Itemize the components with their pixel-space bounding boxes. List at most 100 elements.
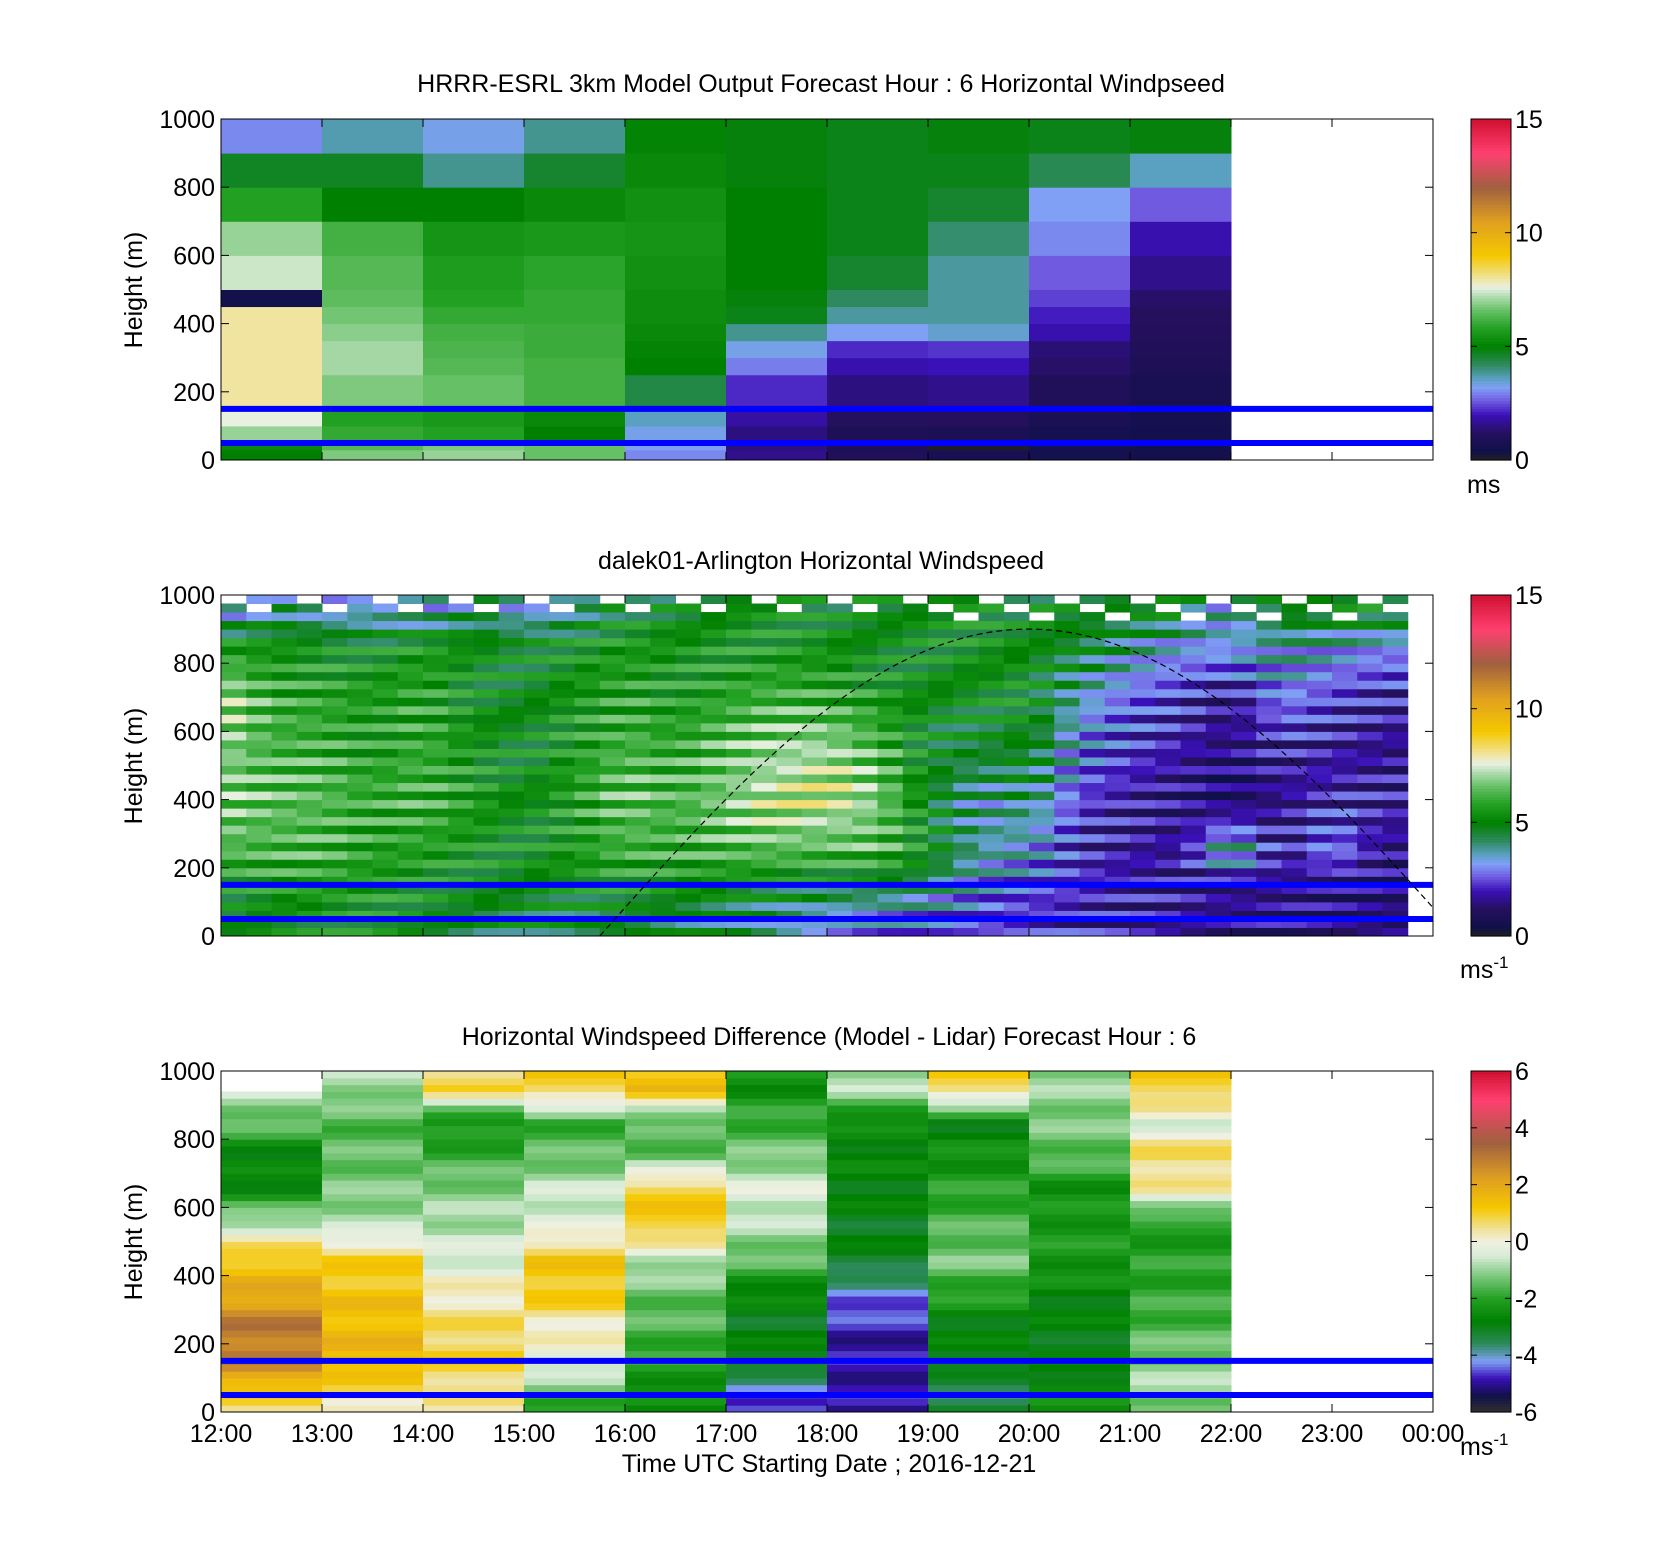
heatmap-cell <box>726 748 752 758</box>
heatmap-cell <box>347 637 373 647</box>
heatmap-cell <box>524 1234 626 1242</box>
heatmap-cell <box>625 688 651 698</box>
heatmap-cell <box>852 927 878 937</box>
colorbar-cell <box>1471 930 1511 934</box>
heatmap-cell <box>852 731 878 741</box>
y-tick-label: 800 <box>173 1126 215 1154</box>
heatmap-cell <box>625 1152 727 1161</box>
colorbar-cell <box>1471 1304 1511 1308</box>
heatmap-cell <box>1205 876 1232 886</box>
heatmap-cell <box>928 1350 1030 1358</box>
heatmap-cell <box>1054 680 1080 690</box>
heatmap-cell <box>852 884 878 894</box>
heatmap-cell <box>726 884 752 894</box>
heatmap-cell <box>549 774 575 784</box>
heatmap-cell <box>524 1207 626 1215</box>
colorbar-cell <box>1471 756 1511 761</box>
heatmap-cell <box>1180 603 1207 613</box>
heatmap-cell <box>700 697 727 707</box>
heatmap-cell <box>347 595 373 605</box>
heatmap-cell <box>1130 859 1156 869</box>
heatmap-cell <box>1130 927 1156 937</box>
heatmap-cell <box>372 876 399 886</box>
heatmap-cell <box>928 842 954 852</box>
colorbar-cell <box>1471 1159 1511 1163</box>
heatmap-cell <box>827 1214 929 1222</box>
colorbar-cell <box>1471 136 1511 140</box>
y-tick-label: 400 <box>173 1263 215 1291</box>
heatmap-cell <box>423 357 525 376</box>
heatmap-cell <box>1357 791 1383 801</box>
heatmap-cell <box>599 808 626 818</box>
heatmap-cell <box>1382 918 1409 928</box>
heatmap-cell <box>448 620 474 630</box>
heatmap-cell <box>928 808 954 818</box>
heatmap-cell <box>1029 901 1055 911</box>
heatmap-cell <box>1231 731 1257 741</box>
heatmap-cell <box>1104 671 1131 681</box>
heatmap-cell <box>801 850 828 860</box>
heatmap-cell <box>928 1296 1030 1304</box>
heatmap-cell <box>296 799 323 809</box>
heatmap-cell <box>1155 927 1181 937</box>
heatmap-cell <box>221 697 247 707</box>
heatmap-cell <box>953 791 979 801</box>
colorbar-cell <box>1471 190 1511 194</box>
heatmap-cell <box>1205 799 1232 809</box>
heatmap-cell <box>372 774 399 784</box>
heatmap-cell <box>751 816 777 826</box>
heatmap-cell <box>776 756 803 766</box>
heatmap-cell <box>1079 654 1106 664</box>
heatmap-cell <box>1306 893 1333 903</box>
colorbar-cell <box>1471 434 1511 438</box>
colorbar-cell <box>1471 1332 1511 1336</box>
colorbar-cell <box>1471 1107 1511 1112</box>
heatmap-cell <box>1130 697 1156 707</box>
colorbar-cell <box>1471 428 1511 433</box>
heatmap-cell <box>726 791 752 801</box>
heatmap-cell <box>726 1268 828 1277</box>
heatmap-cell <box>978 842 1005 852</box>
heatmap-cell <box>978 663 1005 673</box>
heatmap-cell <box>1104 765 1131 775</box>
heatmap-cell <box>1205 654 1232 664</box>
heatmap-cell <box>1029 1255 1131 1263</box>
heatmap-cell <box>675 808 702 818</box>
heatmap-cell <box>1029 1173 1131 1181</box>
heatmap-cell <box>221 1221 323 1229</box>
heatmap-cell <box>574 876 601 886</box>
heatmap-cell <box>1029 1309 1131 1318</box>
heatmap-cell <box>524 722 550 732</box>
heatmap-cell <box>423 1180 525 1188</box>
heatmap-cell <box>1029 1098 1131 1106</box>
heatmap-cell <box>726 1091 828 1099</box>
heatmap-cell <box>1079 646 1106 656</box>
heatmap-cell <box>1281 782 1308 792</box>
heatmap-cell <box>549 816 575 826</box>
heatmap-cell <box>1281 833 1308 843</box>
colorbar-cell <box>1471 255 1511 259</box>
heatmap-cell <box>322 654 348 664</box>
panel-model-colorbar-unit: ms <box>1467 471 1500 499</box>
heatmap-cell <box>1029 1091 1131 1099</box>
heatmap-cell <box>1079 910 1106 920</box>
heatmap-cell <box>397 825 424 835</box>
heatmap-cell <box>448 850 474 860</box>
colorbar-cell <box>1471 1244 1511 1248</box>
heatmap-cell <box>953 629 979 639</box>
heatmap-cell <box>827 442 929 451</box>
heatmap-cell <box>473 893 500 903</box>
heatmap-cell <box>928 612 954 622</box>
heatmap-cell <box>953 671 979 681</box>
heatmap-cell <box>625 799 651 809</box>
heatmap-cell <box>675 782 702 792</box>
heatmap-cell <box>574 774 601 784</box>
heatmap-cell <box>599 705 626 715</box>
heatmap-cell <box>700 927 727 937</box>
heatmap-cell <box>978 714 1005 724</box>
heatmap-cell <box>1079 867 1106 877</box>
heatmap-cell <box>296 816 323 826</box>
heatmap-cell <box>296 748 323 758</box>
heatmap-cell <box>271 654 298 664</box>
heatmap-cell <box>549 671 575 681</box>
